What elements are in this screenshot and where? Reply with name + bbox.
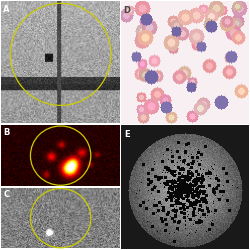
Text: C: C	[3, 190, 10, 200]
Text: B: B	[3, 128, 10, 137]
Text: D: D	[124, 6, 131, 15]
Text: E: E	[125, 130, 130, 140]
Text: A: A	[3, 5, 10, 14]
